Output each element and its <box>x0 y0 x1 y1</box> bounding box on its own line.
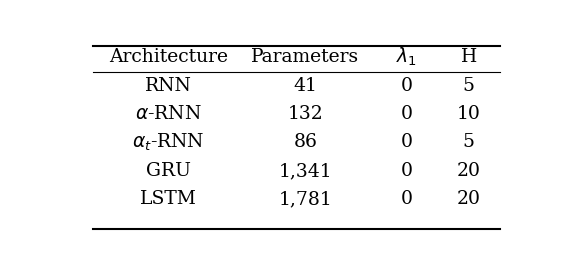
Text: 86: 86 <box>294 134 317 152</box>
Text: $\alpha$-RNN: $\alpha$-RNN <box>135 105 202 123</box>
Text: 41: 41 <box>294 77 317 95</box>
Text: Architecture: Architecture <box>109 48 228 66</box>
Text: 1,341: 1,341 <box>279 162 332 180</box>
Text: Parameters: Parameters <box>251 48 360 66</box>
Text: $\alpha_t$-RNN: $\alpha_t$-RNN <box>132 132 205 153</box>
Text: 0: 0 <box>401 77 413 95</box>
Text: 132: 132 <box>287 105 323 123</box>
Text: 5: 5 <box>463 134 475 152</box>
Text: RNN: RNN <box>145 77 192 95</box>
Text: 10: 10 <box>457 105 481 123</box>
Text: 0: 0 <box>401 105 413 123</box>
Text: H: H <box>461 48 477 66</box>
Text: 5: 5 <box>463 77 475 95</box>
Text: 20: 20 <box>457 162 481 180</box>
Text: LSTM: LSTM <box>140 190 197 208</box>
Text: 0: 0 <box>401 162 413 180</box>
Text: 0: 0 <box>401 190 413 208</box>
Text: $\lambda_1$: $\lambda_1$ <box>397 46 417 68</box>
Text: 20: 20 <box>457 190 481 208</box>
Text: 1,781: 1,781 <box>279 190 332 208</box>
Text: GRU: GRU <box>146 162 191 180</box>
Text: 0: 0 <box>401 134 413 152</box>
